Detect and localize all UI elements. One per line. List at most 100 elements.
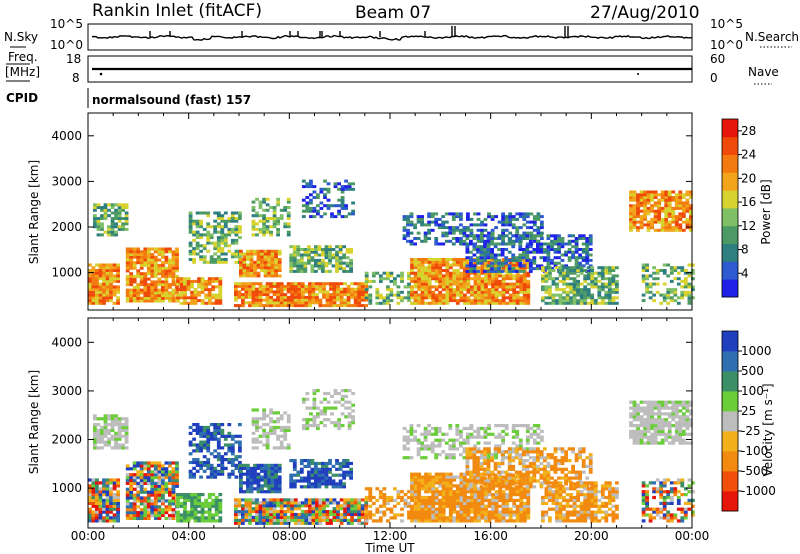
heatmap-cell xyxy=(283,222,288,226)
heatmap-cell xyxy=(200,513,205,517)
heatmap-cell xyxy=(494,277,499,281)
heatmap-cell xyxy=(409,215,414,219)
heatmap-cell xyxy=(286,498,291,502)
heatmap-cell xyxy=(311,504,316,508)
heatmap-cell xyxy=(645,266,649,270)
heatmap-cell xyxy=(286,304,291,308)
heatmap-cell xyxy=(300,515,305,519)
heatmap-cell xyxy=(116,301,120,305)
heatmap-cell xyxy=(164,288,169,292)
heatmap-cell xyxy=(248,507,252,511)
heatmap-cell xyxy=(279,434,284,438)
heatmap-cell xyxy=(192,458,196,462)
heatmap-cell xyxy=(349,269,353,273)
heatmap-cell xyxy=(136,247,141,251)
heatmap-cell xyxy=(96,428,101,432)
heatmap-cell xyxy=(318,501,323,505)
heatmap-cell xyxy=(269,420,273,424)
heatmap-cell xyxy=(269,295,273,299)
heatmap-cell xyxy=(200,290,205,294)
heatmap-cell xyxy=(406,234,410,238)
heatmap-cell xyxy=(493,261,498,265)
heatmap-cell xyxy=(272,222,277,226)
heatmap-cell xyxy=(316,193,320,197)
heatmap-cell xyxy=(445,285,450,289)
heatmap-cell xyxy=(532,220,537,224)
heatmap-cell xyxy=(310,459,315,463)
heatmap-cell xyxy=(393,277,397,281)
heatmap-cell xyxy=(572,296,577,300)
heatmap-cell xyxy=(646,193,651,197)
heatmap-cell xyxy=(687,290,692,294)
heatmap-cell xyxy=(400,290,404,294)
heatmap-cell xyxy=(190,301,194,305)
heatmap-cell xyxy=(168,508,172,512)
heatmap-cell xyxy=(176,279,180,283)
heatmap-cell xyxy=(318,521,323,525)
heatmap-cell xyxy=(448,490,453,494)
heatmap-cell xyxy=(455,277,460,281)
heatmap-cell xyxy=(364,296,369,300)
heatmap-cell xyxy=(95,274,99,278)
heatmap-cell xyxy=(153,508,158,512)
heatmap-cell xyxy=(258,295,263,299)
heatmap-cell xyxy=(335,253,339,257)
heatmap-cell xyxy=(213,469,218,473)
heatmap-cell xyxy=(272,304,277,308)
heatmap-cell xyxy=(265,298,270,302)
heatmap-cell xyxy=(317,461,322,466)
heatmap-cell xyxy=(597,290,602,294)
heatmap-cell xyxy=(175,263,179,267)
heatmap-cell xyxy=(150,470,155,474)
heatmap-cell xyxy=(262,290,266,294)
heatmap-cell xyxy=(459,519,464,523)
heatmap-cell xyxy=(569,271,573,275)
heatmap-cell xyxy=(639,215,644,219)
heatmap-cell xyxy=(326,406,331,410)
heatmap-cell xyxy=(91,487,96,491)
heatmap-cell xyxy=(202,244,207,248)
heatmap-cell xyxy=(121,428,125,432)
heatmap-cell xyxy=(519,266,524,270)
heatmap-cell xyxy=(648,274,653,278)
heatmap-cell xyxy=(239,490,243,494)
heatmap-cell xyxy=(593,299,598,303)
heatmap-cell xyxy=(569,269,573,272)
heatmap-cell xyxy=(565,285,570,289)
heatmap-cell xyxy=(438,510,443,514)
heatmap-cell xyxy=(276,521,280,525)
heatmap-cell xyxy=(161,274,165,278)
heatmap-cell xyxy=(98,513,103,517)
heatmap-cell xyxy=(112,484,117,488)
heatmap-cell xyxy=(657,209,662,213)
heatmap-cell xyxy=(351,209,355,213)
heatmap-cell xyxy=(256,252,261,256)
heatmap-cell xyxy=(350,507,354,511)
heatmap-cell xyxy=(207,299,212,303)
heatmap-cell xyxy=(364,521,369,525)
heatmap-cell xyxy=(200,277,205,281)
heatmap-cell xyxy=(308,298,312,302)
heatmap-cell xyxy=(351,403,355,407)
heatmap-cell xyxy=(272,431,277,435)
heatmap-cell xyxy=(323,193,327,197)
heatmap-cell xyxy=(321,253,325,257)
heatmap-cell xyxy=(239,266,243,270)
heatmap-cell xyxy=(195,460,200,465)
heatmap-cell xyxy=(269,298,273,302)
heatmap-cell xyxy=(279,298,284,302)
heatmap-cell xyxy=(420,475,425,479)
heatmap-cell xyxy=(98,271,103,275)
freq-tick-top: 18 xyxy=(66,52,81,66)
heatmap-cell xyxy=(207,293,212,297)
heatmap-cell xyxy=(469,234,473,238)
heatmap-cell xyxy=(645,269,649,272)
heatmap-cell xyxy=(199,225,203,229)
heatmap-cell xyxy=(653,201,658,205)
heatmap-cell xyxy=(459,501,464,505)
heatmap-cell xyxy=(424,266,428,270)
heatmap-cell xyxy=(375,487,380,491)
heatmap-cell xyxy=(125,299,130,303)
heatmap-cell xyxy=(251,437,256,441)
heatmap-cell xyxy=(241,504,245,508)
